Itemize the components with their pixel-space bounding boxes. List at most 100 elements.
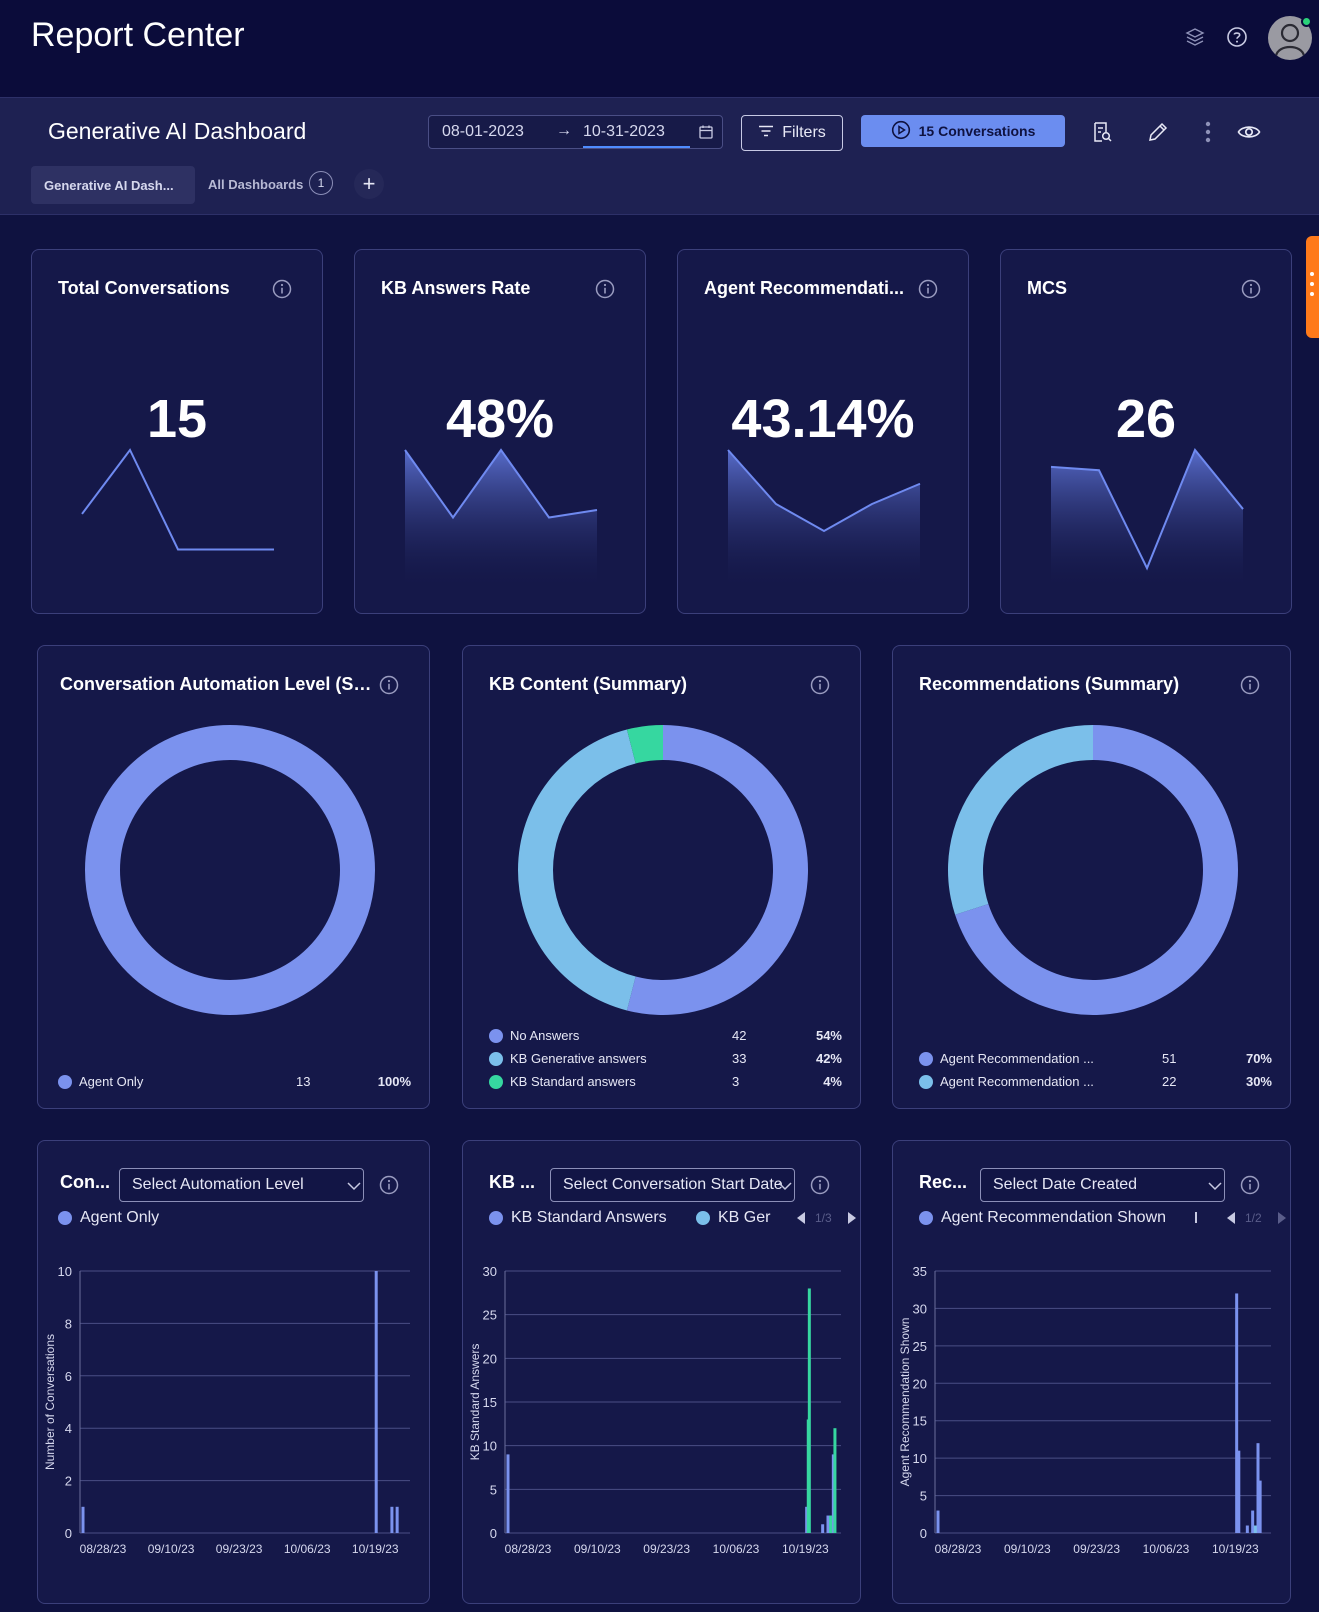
tab-generative-ai-dashboard[interactable]: Generative AI Dash...	[31, 166, 195, 204]
conversation-start-date-select[interactable]: Select Conversation Start Date	[550, 1168, 795, 1202]
app-title: Report Center	[31, 16, 245, 54]
kpi-sparkline	[727, 449, 921, 585]
info-icon[interactable]	[379, 1175, 399, 1195]
layers-icon[interactable]	[1180, 22, 1210, 52]
x-tick-label: 08/28/23	[80, 1542, 127, 1556]
legend-prev-icon[interactable]	[795, 1211, 807, 1225]
info-icon[interactable]	[810, 675, 830, 695]
kpi-card-agent-recommendation: Agent Recommendati... 43.14%	[677, 249, 969, 614]
y-tick-label: 0	[490, 1526, 497, 1541]
chart-title: KB ...	[489, 1172, 536, 1192]
info-icon[interactable]	[379, 675, 399, 695]
side-panel-handle[interactable]	[1306, 236, 1319, 338]
donut-slice	[626, 725, 663, 764]
info-icon[interactable]	[1241, 279, 1261, 299]
automation-level-select[interactable]: Select Automation Level	[119, 1168, 364, 1202]
y-tick-label: 25	[913, 1339, 927, 1354]
y-axis-label: KB Standard Answers	[468, 1344, 482, 1461]
y-tick-label: 0	[920, 1526, 927, 1541]
y-tick-label: 25	[483, 1308, 497, 1323]
bar	[806, 1419, 810, 1533]
x-tick-label: 08/28/23	[505, 1542, 552, 1556]
legend-prev-icon[interactable]	[1225, 1211, 1237, 1225]
legend-label: KB Standard answers	[510, 1074, 636, 1089]
kpi-value: 26	[1115, 389, 1177, 449]
legend-pager: 1/2	[1245, 1211, 1262, 1225]
legend-next-icon[interactable]	[846, 1211, 858, 1225]
report-search-icon[interactable]	[1089, 119, 1115, 145]
help-icon[interactable]	[1222, 22, 1252, 52]
legend-percent: 70%	[1245, 1051, 1272, 1066]
legend-percent: 4%	[823, 1074, 842, 1089]
y-tick-label: 0	[65, 1526, 72, 1541]
legend-label: KB Standard Answers	[511, 1209, 667, 1226]
chart-title: Rec...	[919, 1172, 968, 1192]
sparkline-line	[81, 448, 274, 551]
info-icon[interactable]	[1240, 675, 1260, 695]
bar	[1256, 1443, 1260, 1533]
date-created-select[interactable]: Select Date Created	[980, 1168, 1225, 1202]
bar-chart: 0 5 10 15 20 25 30 08/28/23 09/10/23 09/23/23 10/0…	[468, 1264, 841, 1556]
bar	[831, 1454, 835, 1533]
legend-dot	[489, 1075, 503, 1089]
info-icon[interactable]	[810, 1175, 830, 1195]
kpi-value: 48%	[445, 389, 555, 449]
chevron-down-icon[interactable]	[778, 1182, 792, 1191]
tab-all-dashboards[interactable]: All Dashboards	[208, 177, 304, 192]
info-icon[interactable]	[1240, 1175, 1260, 1195]
top-bar: Report Center	[0, 0, 1319, 97]
legend-next-icon[interactable]	[1276, 1211, 1288, 1225]
filters-button[interactable]: Filters	[741, 115, 843, 151]
more-options-icon[interactable]	[1195, 119, 1221, 145]
y-axis-label: Number of Conversations	[43, 1334, 57, 1470]
date-end[interactable]: 10-31-2023	[583, 123, 665, 140]
legend-dot	[919, 1052, 933, 1066]
donut-card-recommendations: Recommendations (Summary) Agent Recommen…	[892, 645, 1291, 1109]
y-tick-label: 5	[920, 1489, 927, 1504]
y-tick-label: 10	[483, 1439, 497, 1454]
kpi-card-total-conversations: Total Conversations 15	[31, 249, 323, 614]
legend-dot	[696, 1211, 710, 1225]
donut-slice	[948, 725, 1093, 915]
date-range-arrow: →	[556, 122, 572, 139]
calendar-icon[interactable]	[698, 124, 714, 145]
chevron-down-icon[interactable]	[347, 1182, 361, 1191]
x-tick-label: 08/28/23	[935, 1542, 982, 1556]
legend-item: Agent Recommendation ... 51 70%	[919, 1050, 1279, 1068]
filter-icon	[758, 124, 774, 142]
info-icon[interactable]	[918, 279, 938, 299]
x-tick-label: 10/06/23	[284, 1542, 331, 1556]
sparkline-area	[728, 450, 920, 585]
bar	[1235, 1293, 1239, 1533]
info-icon[interactable]	[595, 279, 615, 299]
legend-count: 42	[732, 1028, 747, 1043]
y-tick-label: 5	[490, 1482, 497, 1497]
date-start[interactable]: 08-01-2023	[442, 123, 524, 140]
bar	[374, 1271, 378, 1533]
legend-label: Agent Only	[79, 1074, 144, 1089]
bar	[1251, 1510, 1255, 1533]
legend-label: Agent Recommendation Shown	[941, 1209, 1167, 1226]
edit-icon[interactable]	[1145, 119, 1171, 145]
donut-chart	[948, 725, 1238, 1015]
drag-handle-icon[interactable]	[1310, 272, 1314, 302]
bar	[1253, 1525, 1257, 1533]
x-tick-label: 10/19/23	[782, 1542, 829, 1556]
sparkline-area	[405, 450, 597, 585]
legend-count: 51	[1162, 1051, 1177, 1066]
info-icon[interactable]	[272, 279, 292, 299]
eye-icon[interactable]	[1236, 119, 1262, 145]
donut-card-automation-level: Conversation Automation Level (Su... Age…	[37, 645, 430, 1109]
donut-chart	[85, 725, 375, 1015]
conversations-button[interactable]: 15 Conversations	[861, 115, 1065, 147]
bar	[390, 1506, 394, 1533]
chevron-down-icon[interactable]	[1208, 1182, 1222, 1191]
add-dashboard-button[interactable]: +	[354, 169, 384, 199]
bar	[81, 1506, 85, 1533]
select-value: Select Automation Level	[132, 1176, 304, 1193]
x-tick-label: 10/06/23	[713, 1542, 760, 1556]
timeseries-card-conversations: Con... Select Automation Level Agent Onl…	[37, 1140, 430, 1604]
legend-label: Agent Only	[80, 1209, 160, 1226]
y-tick-label: 15	[483, 1395, 497, 1410]
date-range-picker[interactable]: 08-01-2023 → 10-31-2023	[428, 115, 723, 149]
